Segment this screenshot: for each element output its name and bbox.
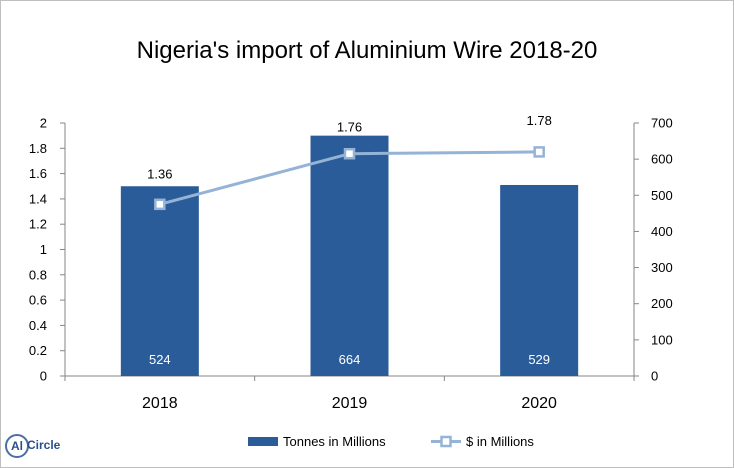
bar	[500, 184, 579, 376]
left-tick-label: 0	[40, 369, 47, 384]
axes: 0 0.2 0.4 0.6 0.8 1 1.2 1.4 1.6 1.8 2 0 100 200 300 400…	[29, 116, 673, 413]
logo-word: Circle	[27, 438, 61, 452]
bar	[310, 135, 389, 376]
right-tick-label: 300	[651, 260, 673, 275]
left-tick-label: 1	[40, 242, 47, 257]
data-labels: 524 664 529 1.36 1.76 1.78	[147, 113, 552, 367]
legend-label-tonnes: Tonnes in Millions	[283, 434, 386, 449]
right-tick-label: 500	[651, 188, 673, 203]
legend: Tonnes in Millions $ in Millions	[248, 434, 534, 449]
legend-label-dollars: $ in Millions	[466, 434, 534, 449]
right-tick-label: 400	[651, 224, 673, 239]
logo-badge: Al	[5, 434, 29, 458]
right-tick-label: 700	[651, 116, 673, 131]
bar-value-label: 664	[339, 352, 361, 367]
x-tick-label: 2020	[521, 395, 557, 412]
left-tick-label: 0.2	[29, 343, 47, 358]
bar-value-label: 524	[149, 352, 171, 367]
left-tick-label: 0.6	[29, 293, 47, 308]
legend-marker-dollars	[440, 435, 452, 448]
line-marker	[533, 146, 545, 158]
bar	[120, 186, 199, 376]
alcircle-logo: Al Circle	[3, 432, 63, 464]
left-tick-label: 2	[40, 116, 47, 131]
right-tick-label: 200	[651, 296, 673, 311]
x-tick-label: 2018	[142, 395, 178, 412]
right-tick-label: 600	[651, 152, 673, 167]
line-marker	[343, 147, 356, 160]
right-tick-label: 100	[651, 332, 673, 347]
bar-value-label: 529	[528, 352, 550, 367]
left-tick-label: 0.4	[29, 318, 47, 333]
line-value-label: 1.36	[147, 166, 172, 181]
chart-title: Nigeria's import of Aluminium Wire 2018-…	[137, 37, 598, 64]
line-value-label: 1.78	[527, 113, 552, 128]
legend-swatch-tonnes	[248, 437, 278, 446]
left-tick-label: 1.2	[29, 217, 47, 232]
left-tick-label: 0.8	[29, 267, 47, 282]
x-tick-label: 2019	[332, 395, 368, 412]
left-tick-label: 1.6	[29, 166, 47, 181]
bars	[120, 135, 579, 376]
line-value-label: 1.76	[337, 120, 362, 135]
line-series	[154, 146, 545, 211]
left-tick-label: 1.8	[29, 141, 47, 156]
line-marker	[154, 198, 166, 211]
right-tick-label: 0	[651, 369, 658, 384]
left-tick-label: 1.4	[29, 191, 47, 206]
